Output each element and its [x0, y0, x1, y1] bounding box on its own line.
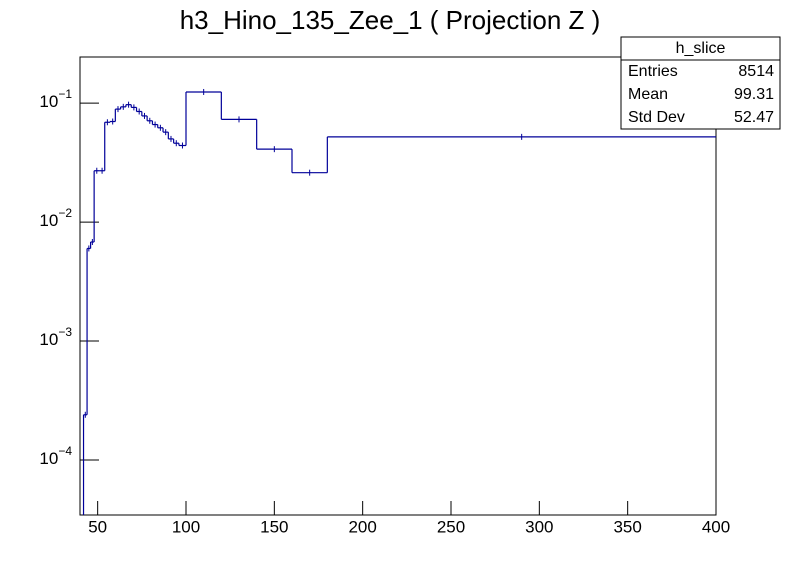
stats-label: Std Dev: [628, 109, 685, 126]
x-tick-label: 200: [348, 517, 376, 536]
y-tick-label: 10−2: [39, 206, 72, 230]
y-tick-base: 10: [39, 212, 58, 231]
y-tick-base: 10: [39, 93, 58, 112]
stats-value: 52.47: [734, 109, 774, 126]
stats-label: Mean: [628, 86, 668, 103]
y-tick-base: 10: [39, 449, 58, 468]
stats-value: 99.31: [734, 86, 774, 103]
stats-value: 8514: [738, 63, 774, 80]
chart-title: h3_Hino_135_Zee_1 ( Projection Z ): [180, 5, 601, 35]
y-tick-exponent: −3: [58, 325, 72, 339]
y-tick-label: 10−3: [39, 325, 72, 349]
x-tick-label: 100: [172, 517, 200, 536]
stats-label: Entries: [628, 63, 678, 80]
x-tick-label: 250: [437, 517, 465, 536]
x-tick-label: 350: [613, 517, 641, 536]
y-tick-exponent: −1: [58, 87, 72, 101]
stats-title: h_slice: [676, 40, 726, 57]
stats-box: [620, 36, 781, 130]
x-tick-label: 400: [702, 517, 730, 536]
y-tick-label: 10−1: [39, 87, 72, 111]
y-tick-base: 10: [39, 331, 58, 350]
plot-frame: [79, 56, 717, 516]
y-tick-exponent: −2: [58, 206, 72, 220]
x-tick-label: 300: [525, 517, 553, 536]
y-tick-label: 10−4: [39, 444, 72, 468]
y-tick-exponent: −4: [58, 444, 72, 458]
x-tick-label: 50: [88, 517, 107, 536]
x-tick-label: 150: [260, 517, 288, 536]
